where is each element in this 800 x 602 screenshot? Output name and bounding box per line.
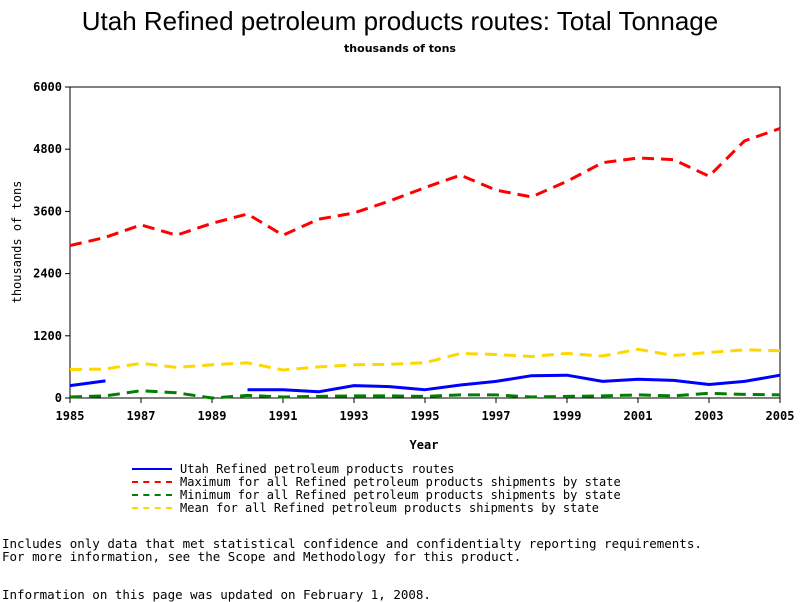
x-tick-label: 1987 <box>127 409 156 423</box>
plot-frame <box>69 86 781 399</box>
x-tick-label: 1995 <box>411 409 440 423</box>
legend-swatch-mean <box>132 507 172 509</box>
legend-swatch-minimum <box>132 494 172 496</box>
x-tick-label: 1999 <box>553 409 582 423</box>
x-tick-label: 1985 <box>56 409 85 423</box>
legend-swatch-utah <box>132 468 172 470</box>
y-tick-label: 6000 <box>33 80 62 94</box>
legend-label: Utah Refined petroleum products routes <box>180 462 455 476</box>
footnote-confidentiality: Includes only data that met statistical … <box>2 536 702 551</box>
legend-swatch-maximum <box>132 481 172 483</box>
legend-label: Mean for all Refined petroleum products … <box>180 501 600 515</box>
y-tick-label: 2400 <box>33 267 62 281</box>
x-tick-label: 1997 <box>482 409 511 423</box>
y-tick-label: 1200 <box>33 329 62 343</box>
series-layer <box>69 127 781 400</box>
series-line-utah-routes <box>247 373 781 394</box>
y-tick-label: 4800 <box>33 142 62 156</box>
x-tick-label: 1989 <box>198 409 227 423</box>
x-tick-label: 2003 <box>695 409 724 423</box>
legend-label: Minimum for all Refined petroleum produc… <box>180 488 621 502</box>
series-line-mean <box>69 347 781 372</box>
x-tick-label: 1991 <box>269 409 298 423</box>
chart-title: Utah Refined petroleum products routes: … <box>81 6 719 36</box>
chart-subtitle: thousands of tons <box>344 42 456 55</box>
y-axis: 0 1200 2400 3600 4800 6000 <box>33 80 70 405</box>
series-line-utah-routes <box>69 379 106 388</box>
x-tick-label: 2005 <box>766 409 795 423</box>
x-tick-label: 2001 <box>624 409 653 423</box>
series-line-maximum <box>69 127 781 248</box>
legend-label: Maximum for all Refined petroleum produc… <box>180 475 621 489</box>
y-axis-label: thousands of tons <box>10 181 24 304</box>
y-tick-label: 3600 <box>33 204 62 218</box>
x-axis: 1985 1987 1989 1991 1993 1995 1997 1999 2001 2003… <box>56 398 795 423</box>
x-axis-label: Year <box>410 438 439 452</box>
y-tick-label: 0 <box>55 391 62 405</box>
series-line-minimum <box>69 389 781 400</box>
footnote-update-date: Information on this page was updated on … <box>2 587 431 602</box>
x-tick-label: 1993 <box>340 409 369 423</box>
footnote-methodology: For more information, see the Scope and … <box>2 549 522 564</box>
